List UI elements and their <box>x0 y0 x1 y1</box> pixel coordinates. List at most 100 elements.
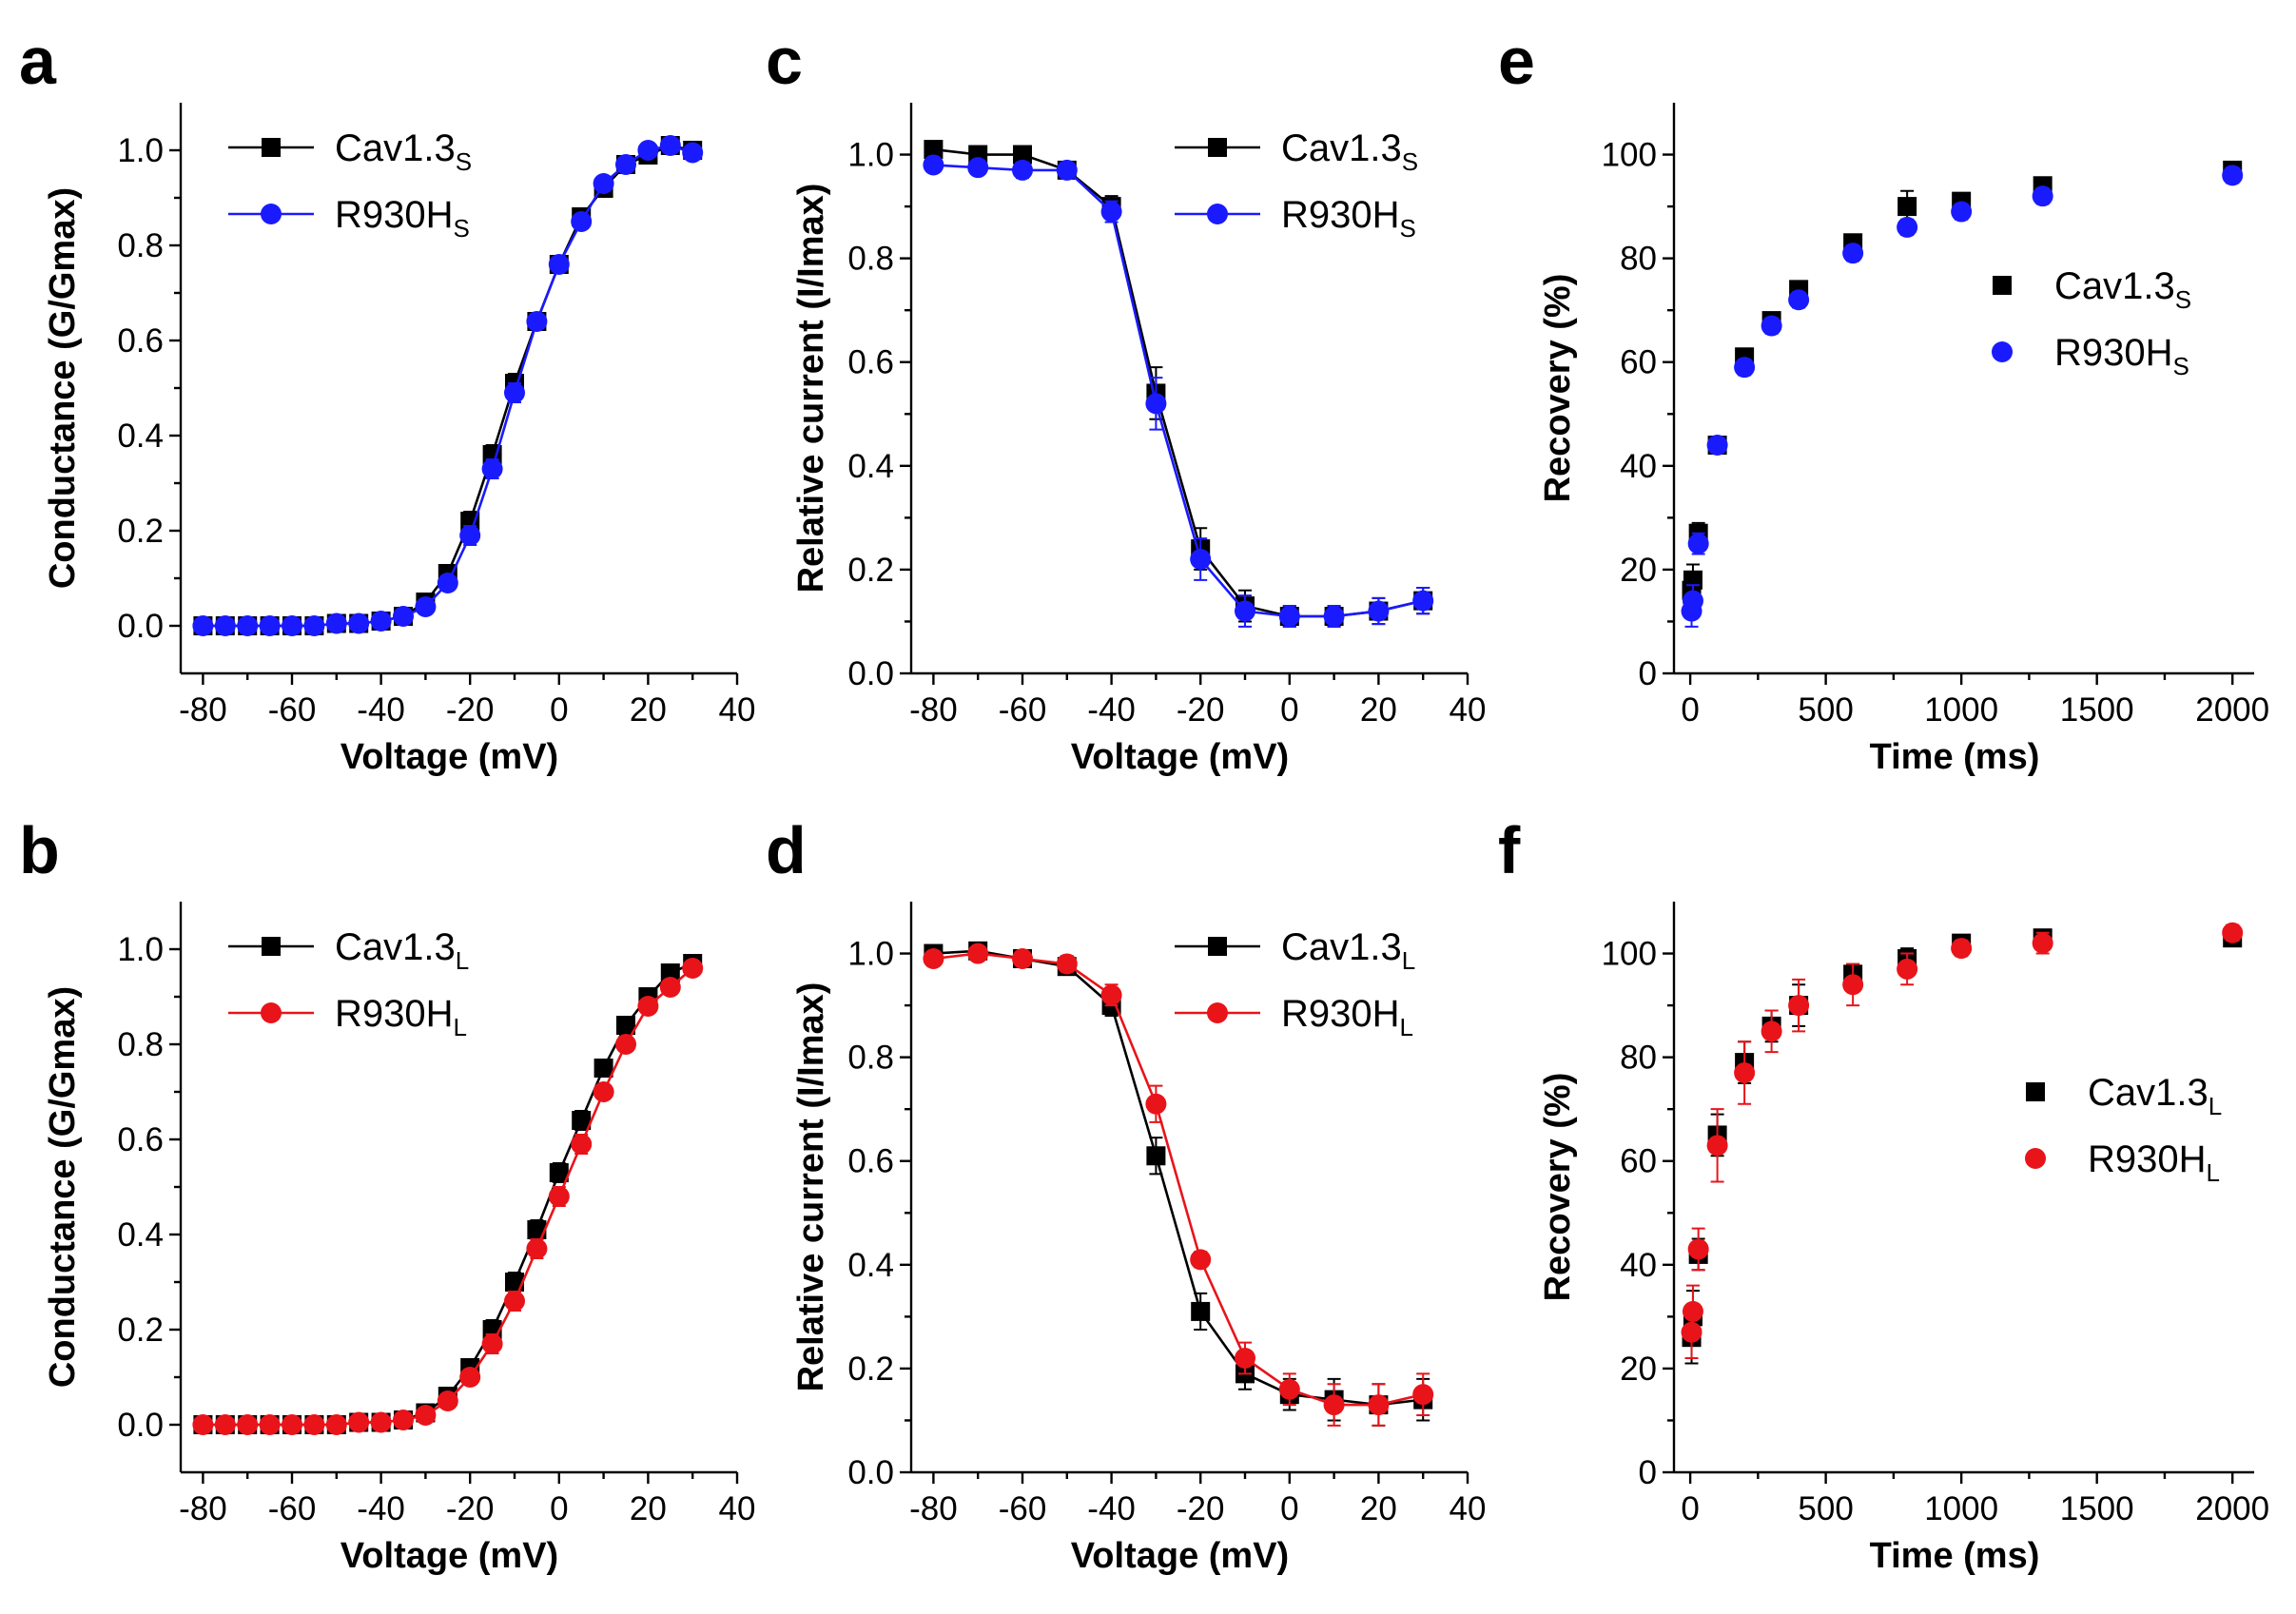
chart-e-y-tick-label-2: 40 <box>1620 448 1657 485</box>
chart-c-y-tick-label-5: 1.0 <box>847 137 894 174</box>
chart-b-series-1-point-20 <box>637 996 659 1017</box>
chart-c-series-1-point-9 <box>1323 606 1345 627</box>
chart-a-y-tick-label-2: 0.4 <box>117 418 164 455</box>
chart-c-x-tick-label-0: -80 <box>909 691 958 729</box>
chart-d-series-1-point-1 <box>967 943 989 964</box>
chart-b-series-1-point-15 <box>526 1238 548 1259</box>
chart-b-series-1-point-7 <box>348 1411 370 1433</box>
chart-d-series-1-point-2 <box>1012 948 1033 969</box>
chart-a-series-1-point-21 <box>659 135 681 156</box>
chart-a-x-axis-title: Voltage (mV) <box>341 737 558 777</box>
chart-f-series-1-point-11 <box>2222 922 2244 943</box>
chart-a-legend-marker-0 <box>262 138 281 157</box>
chart-e-x-tick-label-1: 500 <box>1798 691 1853 729</box>
chart-d-legend-subscript-1: L <box>1400 1013 1413 1041</box>
chart-d-series-1-point-6 <box>1190 1249 1212 1271</box>
chart-b-series-1-point-16 <box>548 1186 570 1207</box>
chart-b-y-tick-label-2: 0.4 <box>117 1216 164 1254</box>
chart-e-series-1 <box>1681 165 2244 628</box>
chart-d-x-tick-label-6: 40 <box>1450 1490 1487 1527</box>
panel-letter-a: a <box>19 24 57 98</box>
chart-c-series-1 <box>923 154 1434 628</box>
chart-f-series-1-point-10 <box>2032 932 2053 954</box>
chart-d-series-1-point-8 <box>1278 1378 1300 1400</box>
chart-a-series-1-point-22 <box>682 142 704 164</box>
chart-e-y-tick-label-3: 60 <box>1620 344 1657 381</box>
chart-a: -80 -60 -40 -20 0 20 40 0.0 0.2 0.4 0.6 0.8 1.0 Volta… <box>43 103 755 777</box>
chart-e-series-1-point-5 <box>1761 315 1782 337</box>
chart-e-legend-subscript-0: S <box>2175 285 2191 314</box>
chart-d-y-tick-label-5: 1.0 <box>847 936 894 973</box>
chart-b-legend-label-0: Cav1.3L <box>335 926 469 975</box>
chart-b-series-1-point-10 <box>415 1405 437 1426</box>
chart-a-series-1-point-10 <box>415 596 437 617</box>
chart-b-x-tick-label-4: 0 <box>550 1490 568 1527</box>
chart-e-x-tick-label-3: 1500 <box>2060 691 2134 729</box>
chart-c-series-1-point-6 <box>1190 549 1212 570</box>
chart-a-x-tick-label-3: -20 <box>446 691 495 729</box>
chart-a-series-1-point-1 <box>214 615 236 636</box>
chart-a-series-1-point-12 <box>459 525 481 546</box>
chart-f: 0 500 1000 1500 2000 0 20 40 60 80 100 Time (ms) Rec… <box>1538 902 2269 1576</box>
chart-d-x-tick-label-0: -80 <box>909 1490 958 1527</box>
chart-d-x-tick-label-5: 20 <box>1360 1490 1397 1527</box>
chart-f-series-1-point-9 <box>1951 938 1973 960</box>
chart-b-legend-label-1: R930HL <box>335 993 467 1041</box>
chart-a-series-1-point-16 <box>548 254 570 275</box>
chart-a-series-1-point-9 <box>393 606 414 627</box>
chart-e-series-1-point-4 <box>1734 357 1756 379</box>
chart-c-x-tick-label-2: -40 <box>1087 691 1136 729</box>
chart-e-legend-marker-1 <box>1992 341 2013 362</box>
chart-f-legend-label-1: R930HL <box>2088 1138 2220 1187</box>
chart-c: -80 -60 -40 -20 0 20 40 0.0 0.2 0.4 0.6 0.8 1.0 Volta… <box>791 103 1486 777</box>
chart-e-series-1-point-10 <box>2032 185 2053 207</box>
panel-letter-e: e <box>1498 24 1535 98</box>
chart-a-legend: Cav1.3S R930HS <box>228 127 472 243</box>
chart-f-series-1-point-3 <box>1706 1135 1728 1157</box>
chart-a-x-tick-label-6: 40 <box>719 691 756 729</box>
chart-e-y-tick-label-4: 80 <box>1620 241 1657 278</box>
chart-a-x-tick-label-1: -60 <box>268 691 317 729</box>
chart-f-legend-label-0: Cav1.3L <box>2088 1072 2222 1120</box>
chart-f-legend-subscript-1: L <box>2207 1158 2220 1187</box>
chart-f-x-tick-label-2: 1000 <box>1924 1490 1998 1527</box>
chart-f-series-1-point-7 <box>1842 974 1864 996</box>
chart-e-legend-label-0: Cav1.3S <box>2054 265 2191 314</box>
chart-a-y-axis-title: Conductance (G/Gmax) <box>43 187 83 589</box>
chart-b: -80 -60 -40 -20 0 20 40 0.0 0.2 0.4 0.6 0.8 1.0 Volta… <box>43 902 755 1576</box>
chart-e-y-axis-title: Recovery (%) <box>1538 274 1578 503</box>
chart-b-legend-marker-0 <box>262 937 281 956</box>
chart-a-series-1-point-11 <box>437 573 458 593</box>
chart-a-series-1-point-8 <box>370 611 392 632</box>
chart-a-legend-label-1: R930HS <box>335 194 470 243</box>
chart-b-series-0-point-15 <box>527 1220 547 1239</box>
chart-b-legend-subscript-1: L <box>454 1013 467 1041</box>
chart-b-series-1-point-14 <box>504 1291 525 1312</box>
chart-e-x-axis-title: Time (ms) <box>1870 737 2040 777</box>
chart-d-legend: Cav1.3L R930HL <box>1175 926 1415 1041</box>
chart-a-series-1 <box>192 135 704 636</box>
chart-b-series-1-point-21 <box>659 977 681 998</box>
chart-f-series-1-point-0 <box>1681 1321 1703 1343</box>
chart-c-x-tick-label-1: -60 <box>999 691 1047 729</box>
chart-c-x-axis-title: Voltage (mV) <box>1071 737 1289 777</box>
chart-e: 0 500 1000 1500 2000 0 20 40 60 80 100 Time (ms) Rec… <box>1538 103 2269 777</box>
chart-d-x-tick-label-4: 0 <box>1280 1490 1298 1527</box>
chart-b-y-tick-label-0: 0.0 <box>117 1407 164 1444</box>
chart-d-legend-label-0: Cav1.3L <box>1281 926 1415 975</box>
chart-a-x-tick-label-2: -40 <box>357 691 405 729</box>
chart-b-y-tick-label-1: 0.2 <box>117 1312 164 1349</box>
chart-c-y-tick-label-3: 0.6 <box>847 344 894 381</box>
chart-c-y-tick-label-4: 0.8 <box>847 241 894 278</box>
chart-b-series-1-point-6 <box>325 1414 347 1435</box>
chart-b-y-tick-label-3: 0.6 <box>117 1121 164 1158</box>
chart-d-y-tick-label-4: 0.8 <box>847 1040 894 1077</box>
chart-a-series-1-point-18 <box>593 173 614 194</box>
chart-d-y-tick-label-3: 0.6 <box>847 1143 894 1180</box>
chart-a-series-1-point-0 <box>192 615 214 636</box>
chart-d-series-1-point-11 <box>1412 1384 1434 1406</box>
chart-c-legend: Cav1.3S R930HS <box>1175 127 1418 243</box>
chart-f-y-tick-label-5: 100 <box>1602 936 1657 973</box>
chart-a-series-1-point-6 <box>325 613 347 634</box>
